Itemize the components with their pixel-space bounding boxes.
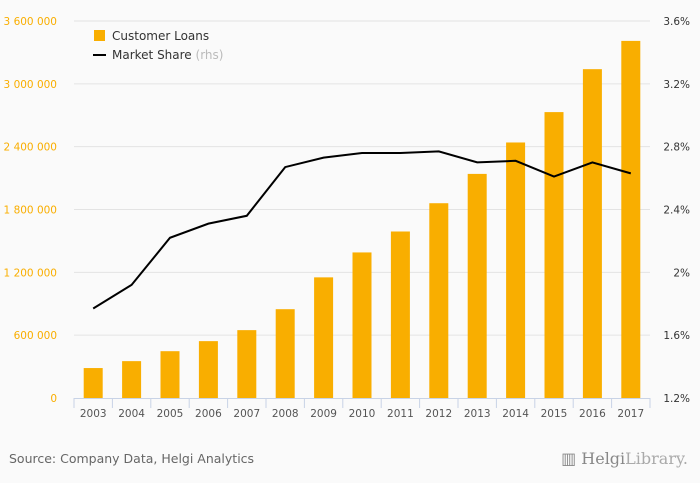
legend-rhs-note: (rhs) (196, 48, 224, 62)
bar-2015 (544, 112, 564, 398)
right-tick-label: 1.2% (663, 393, 690, 405)
logo-icon: ▥ (561, 449, 582, 468)
bar-2009 (314, 277, 334, 398)
x-tick-label: 2005 (157, 408, 184, 420)
legend-swatch-customer-loans (94, 30, 105, 41)
bar-2011 (390, 231, 410, 398)
bar-2014 (506, 142, 526, 398)
bar-2006 (198, 341, 218, 398)
x-tick-label: 2016 (579, 408, 606, 420)
right-tick-label: 3.2% (663, 79, 690, 91)
bar-2007 (237, 330, 257, 398)
left-tick-label: 3 600 000 (4, 16, 57, 28)
source-note: Source: Company Data, Helgi Analytics (9, 451, 255, 466)
x-tick-label: 2003 (80, 408, 107, 420)
left-tick-label: 3 000 000 (4, 79, 57, 91)
x-tick-label: 2009 (310, 408, 337, 420)
right-tick-label: 2% (673, 267, 690, 279)
left-tick-label: 0 (50, 393, 57, 405)
x-tick-label: 2012 (425, 408, 452, 420)
bar-2003 (83, 368, 103, 398)
x-tick-label: 2013 (464, 408, 491, 420)
x-tick-label: 2011 (387, 408, 414, 420)
x-tick-label: 2008 (272, 408, 299, 420)
right-tick-label: 2.4% (663, 205, 690, 217)
x-tick-label: 2014 (502, 408, 529, 420)
bar-2013 (467, 173, 487, 398)
x-tick-label: 2015 (541, 408, 568, 420)
legend-label-customer-loans: Customer Loans (112, 29, 209, 43)
x-tick-label: 2017 (617, 408, 644, 420)
bar-2012 (429, 203, 449, 398)
helgi-library-logo[interactable]: ▥ HelgiLibrary. (561, 449, 688, 468)
bar-2008 (275, 309, 295, 398)
x-tick-label: 2004 (118, 408, 145, 420)
bar-2010 (352, 252, 372, 398)
left-tick-label: 1 200 000 (4, 267, 57, 279)
right-tick-label: 1.6% (663, 330, 690, 342)
legend-label-market-share: Market Share (rhs) (112, 48, 223, 62)
bar-2017 (621, 40, 641, 399)
right-tick-label: 3.6% (663, 16, 690, 28)
left-tick-label: 2 400 000 (4, 142, 57, 154)
left-tick-label: 1 800 000 (4, 205, 57, 217)
bar-2016 (582, 69, 602, 398)
bar-2005 (160, 351, 180, 398)
x-tick-label: 2007 (233, 408, 260, 420)
right-tick-label: 2.8% (663, 142, 690, 154)
bar-2004 (122, 361, 142, 398)
x-tick-label: 2010 (349, 408, 376, 420)
x-tick-label: 2006 (195, 408, 222, 420)
left-tick-label: 600 000 (14, 330, 57, 342)
chart: 0 600 000 1 200 000 1 800 000 2 400 000 3 000… (4, 16, 690, 420)
